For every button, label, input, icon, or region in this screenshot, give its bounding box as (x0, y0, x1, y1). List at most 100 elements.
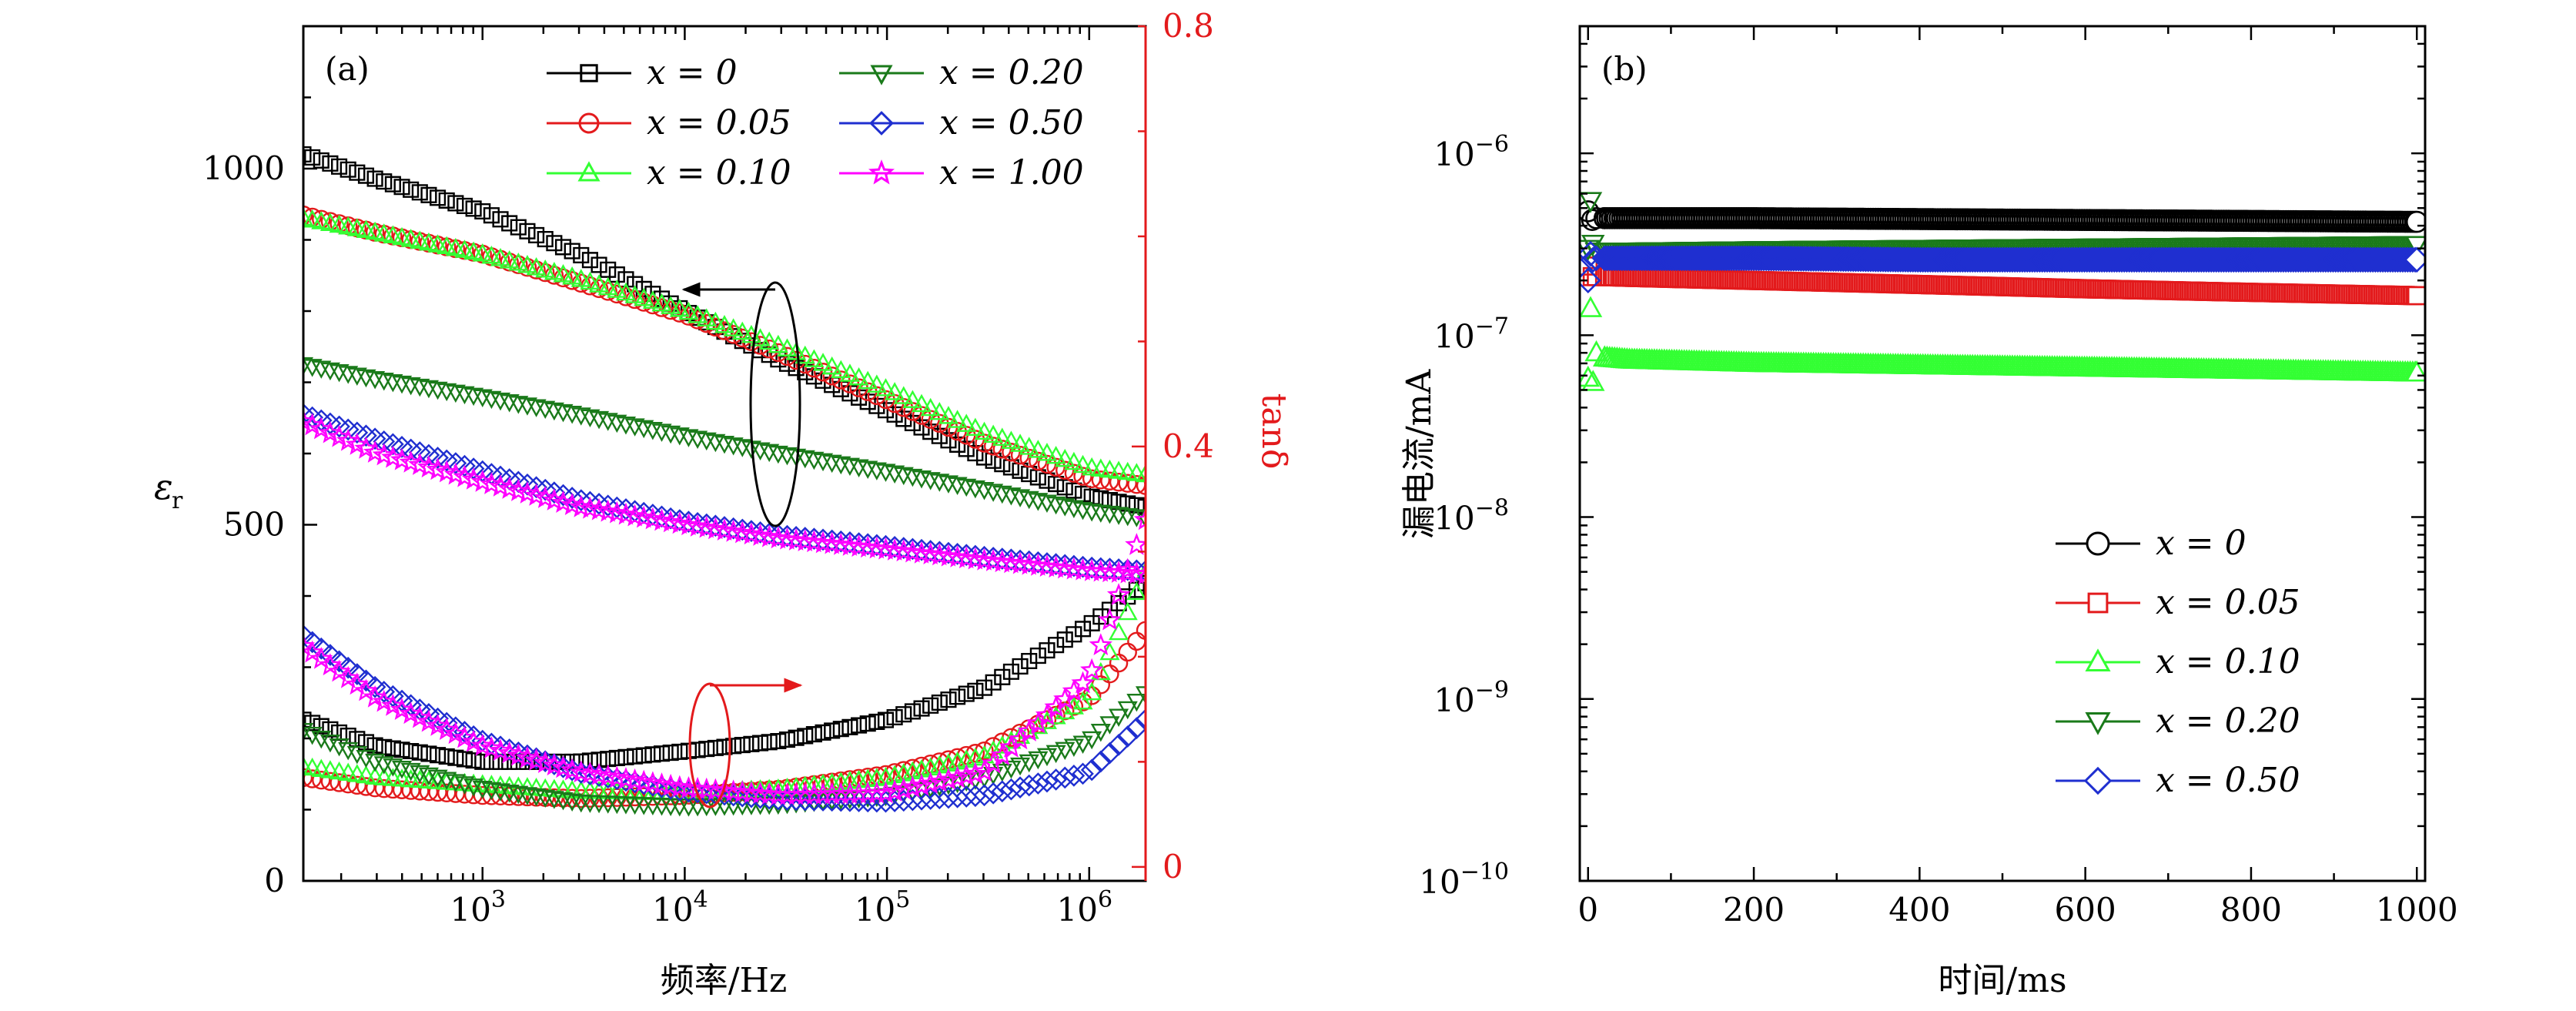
tan-point (319, 760, 340, 778)
legend-label: x = 0.20 (939, 53, 1084, 92)
tan-point (635, 747, 652, 764)
eps-point (580, 271, 601, 290)
tan-point (383, 779, 403, 799)
eps-point (590, 256, 607, 273)
eps-point (435, 449, 458, 472)
tan-point (1109, 708, 1129, 727)
eps-point (573, 246, 590, 264)
eps-point (579, 490, 601, 514)
eps-point (303, 146, 312, 163)
current-point (1580, 296, 1603, 317)
tan-point (882, 779, 907, 802)
panel-a-ylabel: ε r (154, 466, 183, 514)
tan-point (617, 748, 634, 765)
eps-point (608, 266, 625, 283)
eps-point (517, 255, 537, 273)
eps-point (382, 433, 404, 456)
panel-a-legend-entry-x-0: x = 0 (547, 53, 738, 92)
eps-point (1074, 485, 1092, 502)
tan-point (322, 721, 339, 738)
panel-a-ytick-label: 500 (223, 506, 285, 544)
eps-point (474, 203, 491, 220)
eps-point (304, 149, 321, 166)
panel-b-ytick-label: 10−8 (1434, 495, 1509, 537)
eps-point (786, 342, 807, 360)
panel-b-ylabel: 漏电流/mA (1400, 369, 1439, 540)
eps-point (1091, 470, 1111, 490)
tan-point (991, 780, 1014, 803)
tan-point (776, 788, 798, 811)
eps-point (581, 252, 598, 269)
tan-point (1126, 693, 1146, 712)
tan-point (1010, 757, 1031, 776)
eps-point (403, 181, 420, 198)
eps-point (408, 441, 431, 464)
panel-a-xtick-label: 104 (652, 886, 708, 929)
tan-point (1072, 691, 1093, 710)
eps-point (546, 235, 563, 252)
eps-point (1045, 445, 1066, 464)
eps-point (877, 402, 895, 419)
eps-point (1090, 458, 1111, 477)
eps-point (552, 484, 574, 507)
tan-point (1109, 653, 1129, 673)
eps-point (687, 310, 708, 330)
tan-point (761, 734, 778, 751)
eps-point (678, 301, 699, 320)
eps-point (417, 444, 440, 467)
tan-point (303, 631, 323, 654)
tan-point (698, 741, 715, 758)
eps-point (949, 436, 966, 453)
tan-point (973, 784, 995, 807)
current-point (1580, 192, 1603, 213)
tan-point (1000, 778, 1022, 801)
eps-point (705, 311, 726, 330)
tan-point (355, 669, 377, 692)
tan-point (303, 624, 315, 647)
tan-point (1098, 608, 1122, 631)
eps-point (365, 221, 386, 240)
tan-point (901, 775, 925, 798)
tan-point (1009, 776, 1032, 798)
panel-a-label: (a) (325, 50, 370, 88)
eps-point (805, 358, 824, 378)
eps-point (322, 155, 339, 172)
eps-point (893, 386, 914, 404)
tan-point (838, 789, 861, 812)
tan-point (1012, 658, 1029, 675)
tan-point (743, 735, 760, 752)
current-point-end (2405, 236, 2425, 257)
eps-point (490, 247, 511, 266)
tan-point (411, 744, 428, 761)
tan-point (892, 777, 915, 800)
tan-point (403, 742, 420, 760)
eps-point (859, 393, 876, 410)
tan-point (1074, 621, 1092, 638)
eps-point (303, 207, 314, 226)
eps-point (696, 308, 717, 326)
tan-point (1117, 601, 1138, 621)
panel-a-y2tick-label: 0.4 (1163, 427, 1214, 465)
tan-point (918, 772, 942, 794)
tan-point (992, 763, 1012, 782)
tan-point (975, 679, 993, 696)
panel-a: 103 104 105 106 0 500 1000 0 0.4 0.8 (a) 频率/Hz ε … (154, 7, 1293, 1000)
panel-b-xtick-label: 200 (1723, 891, 1785, 929)
eps-point (418, 232, 439, 251)
eps-point (311, 211, 332, 229)
tan-point (1029, 648, 1046, 665)
eps-point (866, 374, 887, 393)
tan-point (749, 786, 771, 809)
eps-point (411, 184, 428, 201)
eps-point (338, 216, 359, 235)
tan-point (336, 656, 360, 679)
eps-point (956, 413, 977, 432)
eps-point (642, 290, 663, 309)
panel-a-y2label: tanδ (1254, 393, 1293, 470)
tan-point (821, 789, 844, 812)
tan-point (955, 763, 979, 786)
tan-point (1072, 762, 1094, 785)
eps-point (534, 478, 557, 501)
legend-label: x = 0 (2156, 524, 2246, 563)
